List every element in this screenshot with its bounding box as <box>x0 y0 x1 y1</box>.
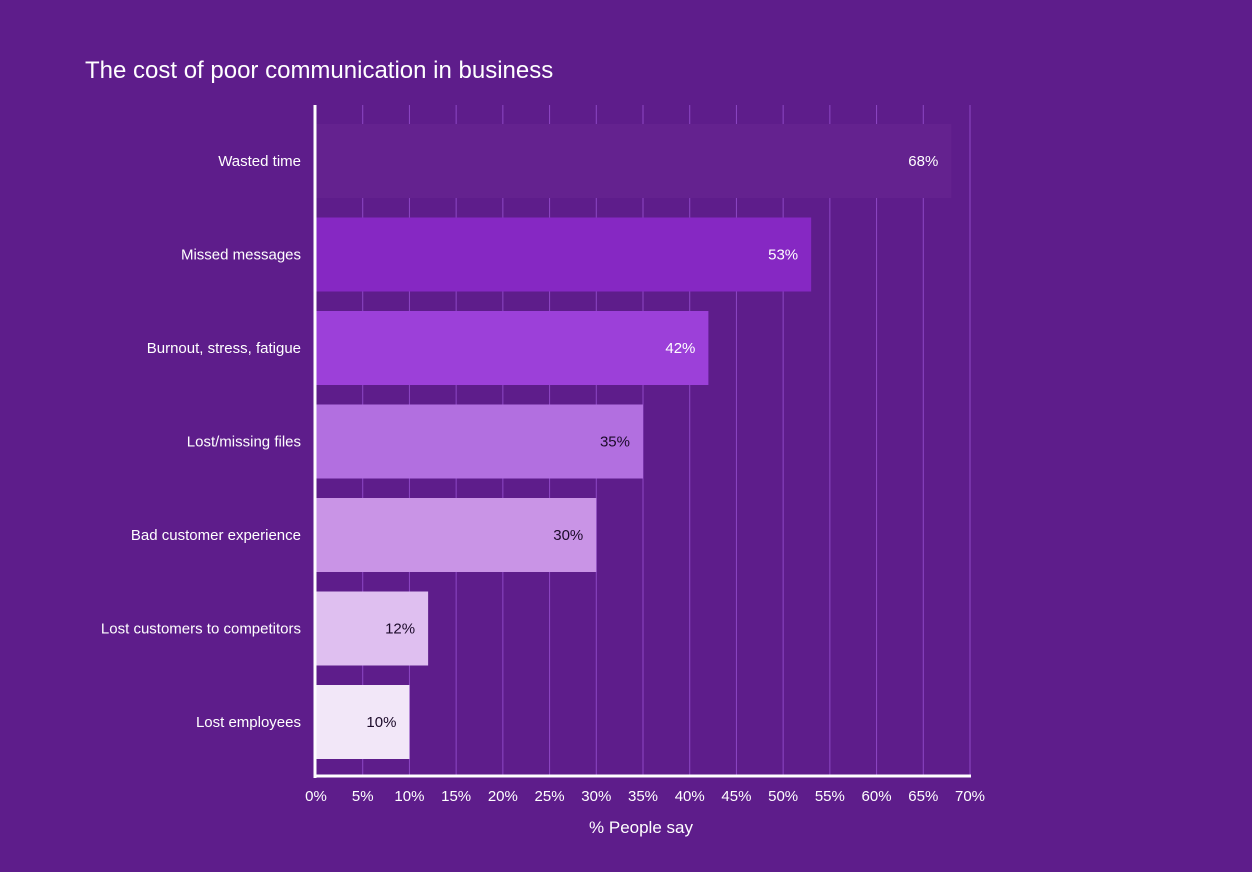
value-label: 42% <box>665 340 695 357</box>
value-label: 35% <box>600 434 630 451</box>
x-tick-label: 25% <box>535 788 565 805</box>
x-tick-label: 65% <box>908 788 938 805</box>
value-label: 10% <box>366 714 396 731</box>
x-tick-label: 55% <box>815 788 845 805</box>
x-tick-label: 35% <box>628 788 658 805</box>
x-tick-label: 10% <box>394 788 424 805</box>
x-tick-label: 40% <box>675 788 705 805</box>
x-tick-label: 5% <box>352 788 374 805</box>
bar <box>316 404 643 479</box>
category-label: Lost customers to competitors <box>101 621 301 638</box>
category-label: Bad customer experience <box>131 527 301 544</box>
chart-title: The cost of poor communication in busine… <box>85 57 553 84</box>
category-label: Wasted time <box>218 153 301 170</box>
value-label: 30% <box>553 527 583 544</box>
value-labels: 68% 53% 42% 35% 30% 12% 10% <box>366 153 938 731</box>
x-tick-label: 60% <box>862 788 892 805</box>
x-tick-label: 50% <box>768 788 798 805</box>
value-label: 68% <box>908 153 938 170</box>
bar <box>316 217 812 292</box>
x-tick-label: 20% <box>488 788 518 805</box>
x-tick-label: 45% <box>721 788 751 805</box>
bar <box>316 685 410 759</box>
x-tick-label: 30% <box>581 788 611 805</box>
category-label: Missed messages <box>181 247 301 264</box>
x-tick-label: 70% <box>955 788 985 805</box>
category-label: Burnout, stress, fatigue <box>147 340 301 357</box>
x-tick-label: 15% <box>441 788 471 805</box>
value-label: 53% <box>768 247 798 264</box>
bar-layer <box>316 124 952 759</box>
category-label: Lost/missing files <box>187 434 301 451</box>
value-label: 12% <box>385 621 415 638</box>
category-label: Lost employees <box>196 714 301 731</box>
category-labels: Wasted time Missed messages Burnout, stres… <box>101 153 301 731</box>
axis-layer <box>313 105 971 778</box>
bar <box>316 124 952 198</box>
x-tick-labels: 0% 5% 10% 15% 20% 25% 30% 35% 40% 45% 50% 55% 60% 65%… <box>305 788 985 805</box>
x-axis-title: % People say <box>589 818 693 837</box>
bar <box>316 591 429 666</box>
x-tick-label: 0% <box>305 788 327 805</box>
bar <box>316 311 709 385</box>
bar <box>316 498 597 572</box>
